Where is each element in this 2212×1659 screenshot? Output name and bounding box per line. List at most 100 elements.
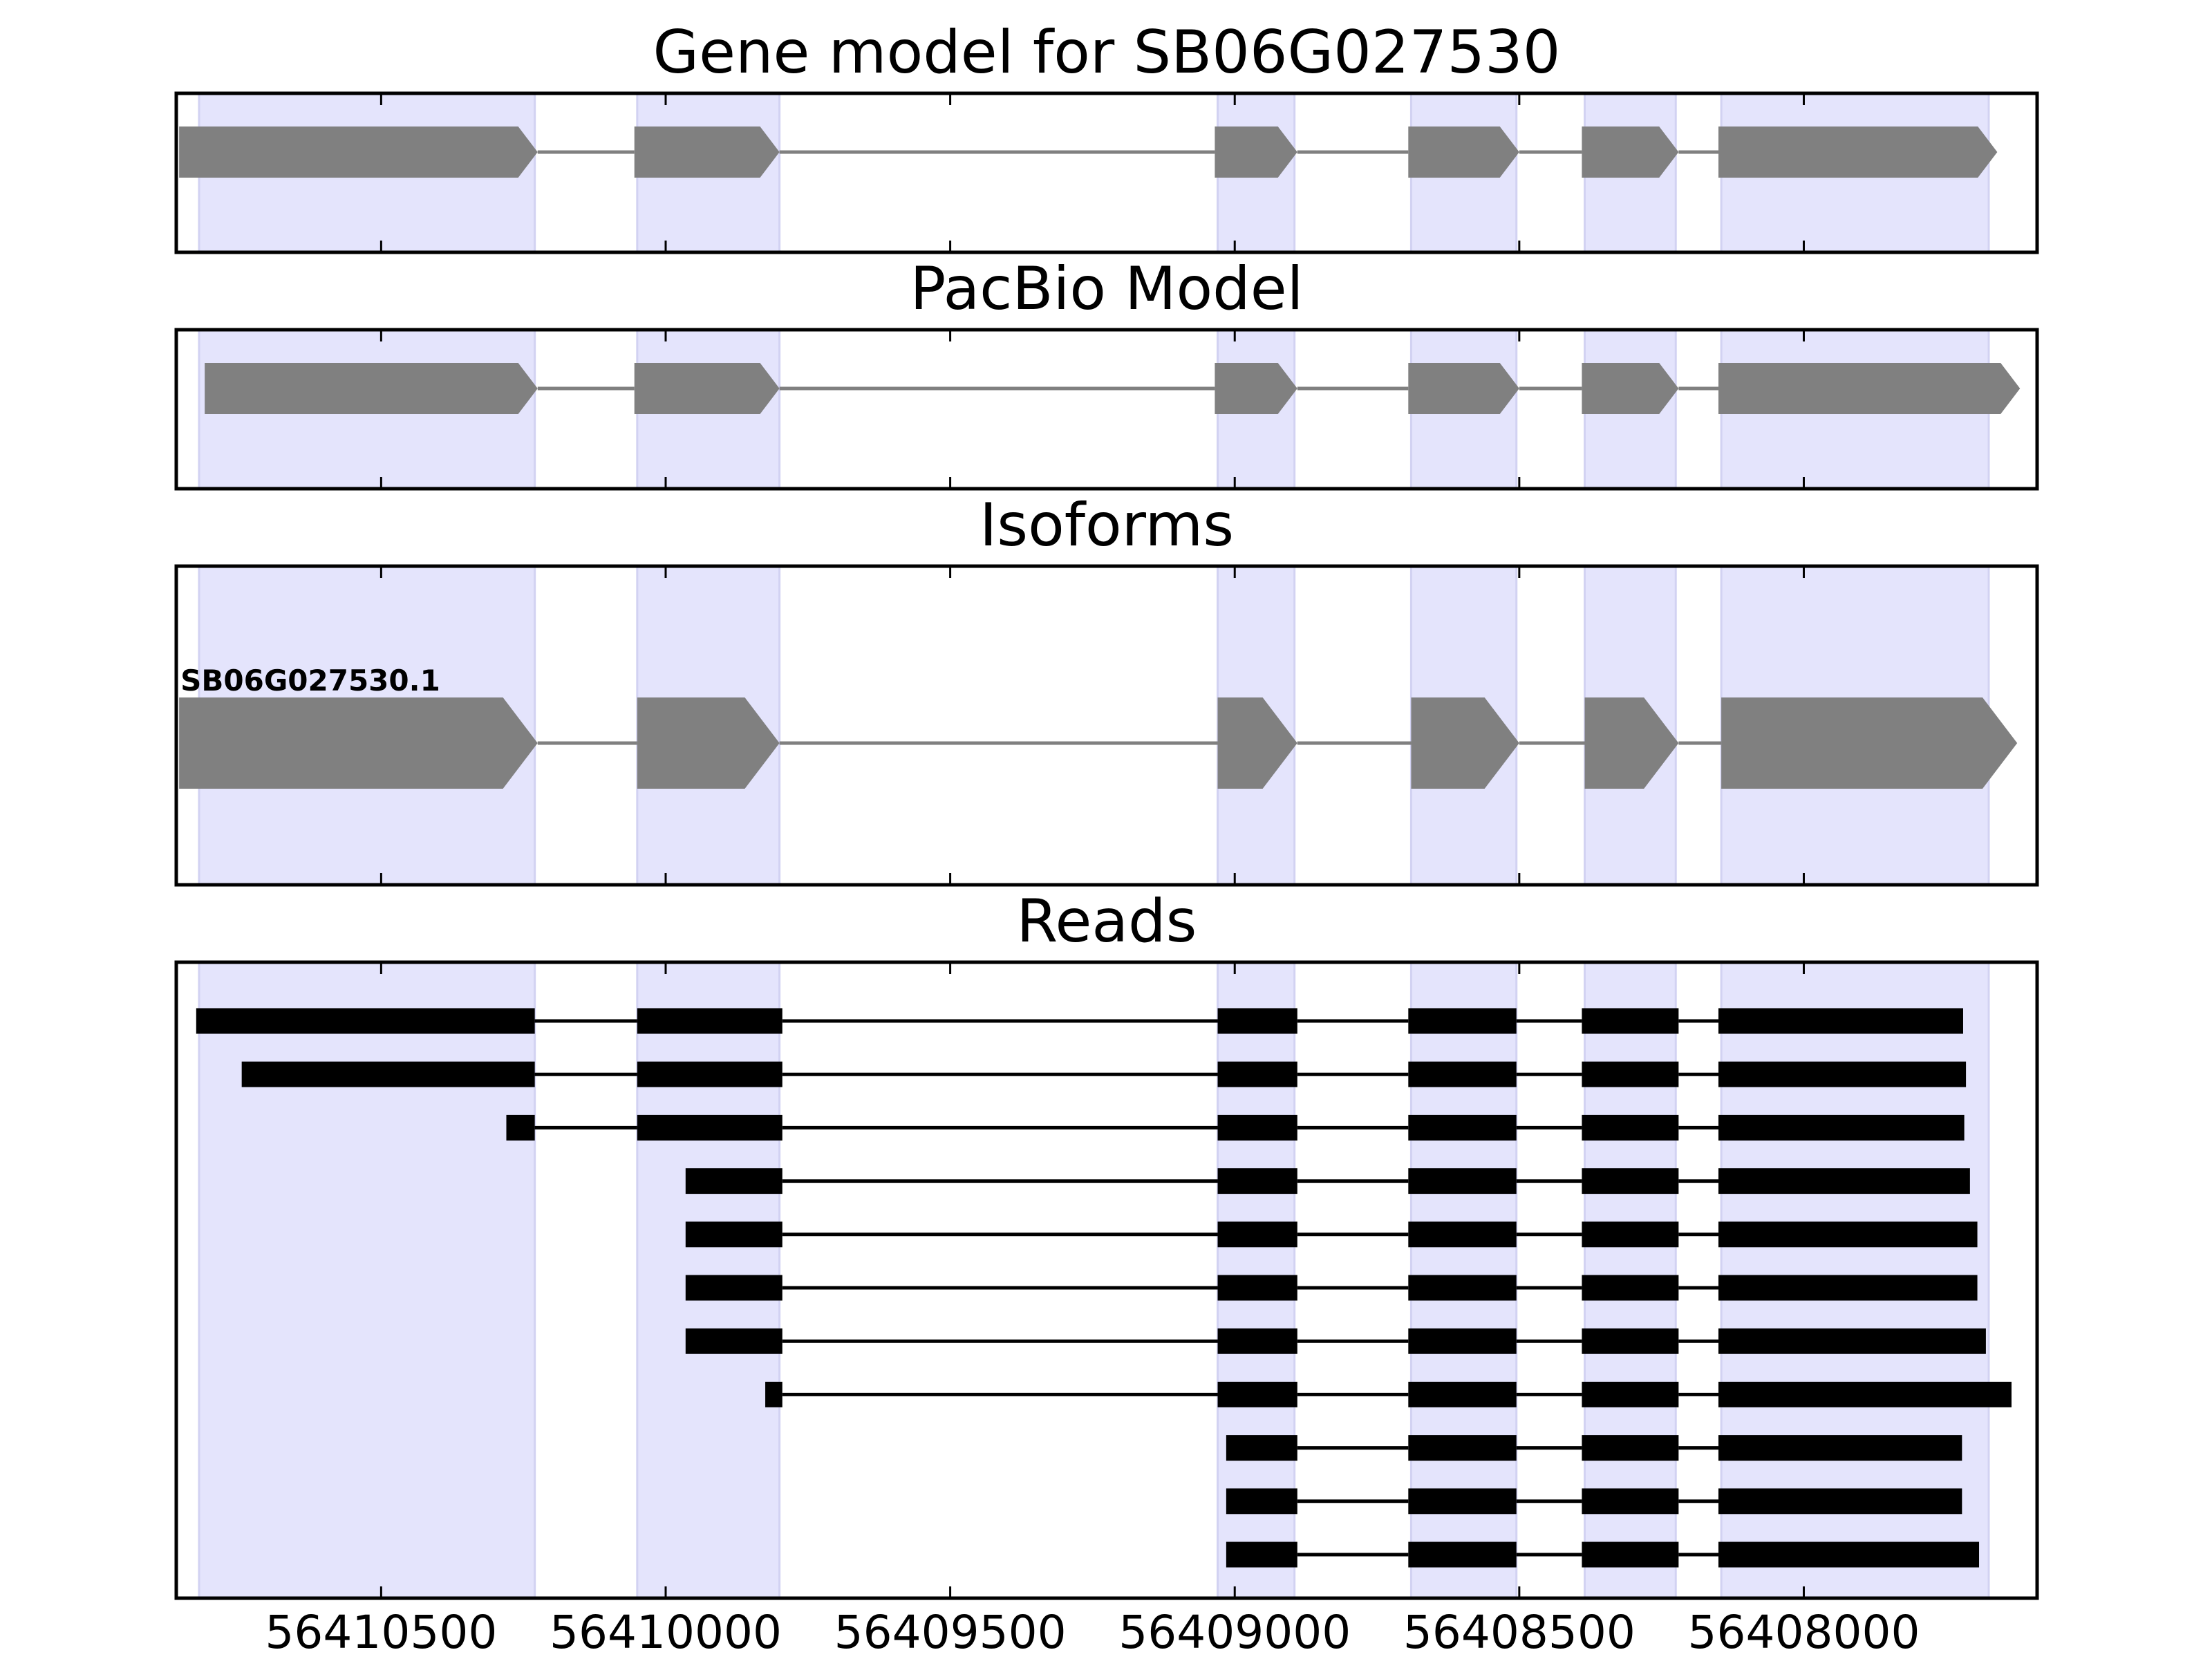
panel-1: Gene model for SB06G027530 — [174, 18, 2039, 254]
read-block — [1408, 1435, 1517, 1461]
exon-arrow — [637, 697, 780, 789]
exon-arrow — [1408, 126, 1519, 178]
exon-arrow — [1582, 363, 1679, 414]
x-tick-label: 56408500 — [1403, 1606, 1635, 1659]
x-tick-label: 56410500 — [265, 1606, 497, 1659]
read-block — [1408, 1541, 1517, 1568]
read-block — [1582, 1275, 1679, 1301]
read-block — [1582, 1381, 1679, 1407]
read-block — [765, 1381, 782, 1407]
read-block — [1217, 1008, 1297, 1034]
read-block — [1718, 1541, 1980, 1568]
read-block — [1217, 1381, 1297, 1407]
read-block — [1408, 1328, 1517, 1354]
read — [1226, 1488, 1962, 1515]
read-block — [196, 1008, 535, 1034]
read-block — [1408, 1061, 1517, 1087]
panel-2: PacBio Model — [174, 254, 2039, 491]
exon-highlight-region — [198, 961, 536, 1600]
read — [765, 1381, 2012, 1407]
exon-arrow — [205, 363, 538, 414]
read-block — [1408, 1488, 1517, 1515]
exon-arrow — [1408, 363, 1519, 414]
read-block — [1718, 1488, 1962, 1515]
read-block — [1718, 1275, 1978, 1301]
read-block — [1217, 1221, 1297, 1248]
read-block — [1582, 1221, 1679, 1248]
read — [1226, 1435, 1962, 1461]
read-block — [1582, 1061, 1679, 1087]
exon-arrow — [1582, 126, 1679, 178]
read-block — [1582, 1114, 1679, 1141]
read — [685, 1168, 1970, 1194]
read-block — [1582, 1488, 1679, 1515]
read-block — [637, 1061, 782, 1087]
read-block — [1582, 1168, 1679, 1194]
panel-title: PacBio Model — [910, 254, 1303, 324]
read-block — [1226, 1541, 1297, 1568]
read-block — [1408, 1114, 1517, 1141]
read — [685, 1328, 1986, 1354]
read-block — [1226, 1435, 1297, 1461]
read — [196, 1008, 1963, 1034]
read-block — [637, 1008, 782, 1034]
read-block — [1217, 1114, 1297, 1141]
read-block — [685, 1221, 782, 1248]
x-tick-label: 56410000 — [550, 1606, 782, 1659]
read-block — [1718, 1061, 1967, 1087]
panel-frame — [174, 328, 2039, 491]
exon-arrow — [1718, 126, 1998, 178]
read-block — [685, 1168, 782, 1194]
panel-frame — [174, 960, 2039, 1600]
read-block — [1217, 1061, 1297, 1087]
exon-arrow — [634, 126, 780, 178]
x-axis: 56410500 56410000 56409500 56409000 56408500… — [265, 1606, 1920, 1659]
read-block — [1582, 1541, 1679, 1568]
exon-arrow — [179, 126, 538, 178]
x-tick-label: 56408000 — [1688, 1606, 1920, 1659]
x-tick-label: 56409000 — [1118, 1606, 1351, 1659]
read — [1226, 1541, 1980, 1568]
read-block — [1408, 1381, 1517, 1407]
read-block — [1217, 1275, 1297, 1301]
panel-title: Reads — [1017, 887, 1197, 956]
read-block — [685, 1328, 782, 1354]
read-block — [637, 1114, 782, 1141]
read-block — [1226, 1488, 1297, 1515]
read-block — [506, 1114, 535, 1141]
read-block — [1718, 1168, 1970, 1194]
read-block — [1582, 1008, 1679, 1034]
exon-arrow — [1215, 126, 1297, 178]
panel-4: Reads — [174, 887, 2039, 1600]
isoform-label: SB06G027530.1 — [180, 664, 440, 697]
read — [506, 1114, 1965, 1141]
read — [241, 1061, 1967, 1087]
read — [685, 1221, 1978, 1248]
panel-frame — [174, 91, 2039, 254]
read-block — [1408, 1008, 1517, 1034]
read — [685, 1275, 1978, 1301]
read-block — [1408, 1221, 1517, 1248]
exon-arrow — [1215, 363, 1297, 414]
panel-3: Isoforms SB06G027530.1 — [174, 491, 2039, 887]
read-block — [1217, 1168, 1297, 1194]
read-block — [241, 1061, 535, 1087]
exon-arrow — [634, 363, 780, 414]
read-block — [1408, 1168, 1517, 1194]
exon-arrow — [1718, 363, 2021, 414]
x-tick-label: 56409500 — [834, 1606, 1067, 1659]
exon-arrow — [179, 697, 538, 789]
read-block — [1217, 1328, 1297, 1354]
read-block — [1718, 1008, 1963, 1034]
read-block — [1408, 1275, 1517, 1301]
read-block — [1718, 1328, 1986, 1354]
panel-frame — [174, 564, 2039, 887]
read-block — [1718, 1435, 1962, 1461]
panel-title: Isoforms — [980, 491, 1234, 560]
read-block — [1582, 1328, 1679, 1354]
exon-arrow — [1217, 697, 1297, 789]
read-block — [1718, 1381, 2012, 1407]
panel-title: Gene model for SB06G027530 — [653, 18, 1561, 87]
read-block — [685, 1275, 782, 1301]
